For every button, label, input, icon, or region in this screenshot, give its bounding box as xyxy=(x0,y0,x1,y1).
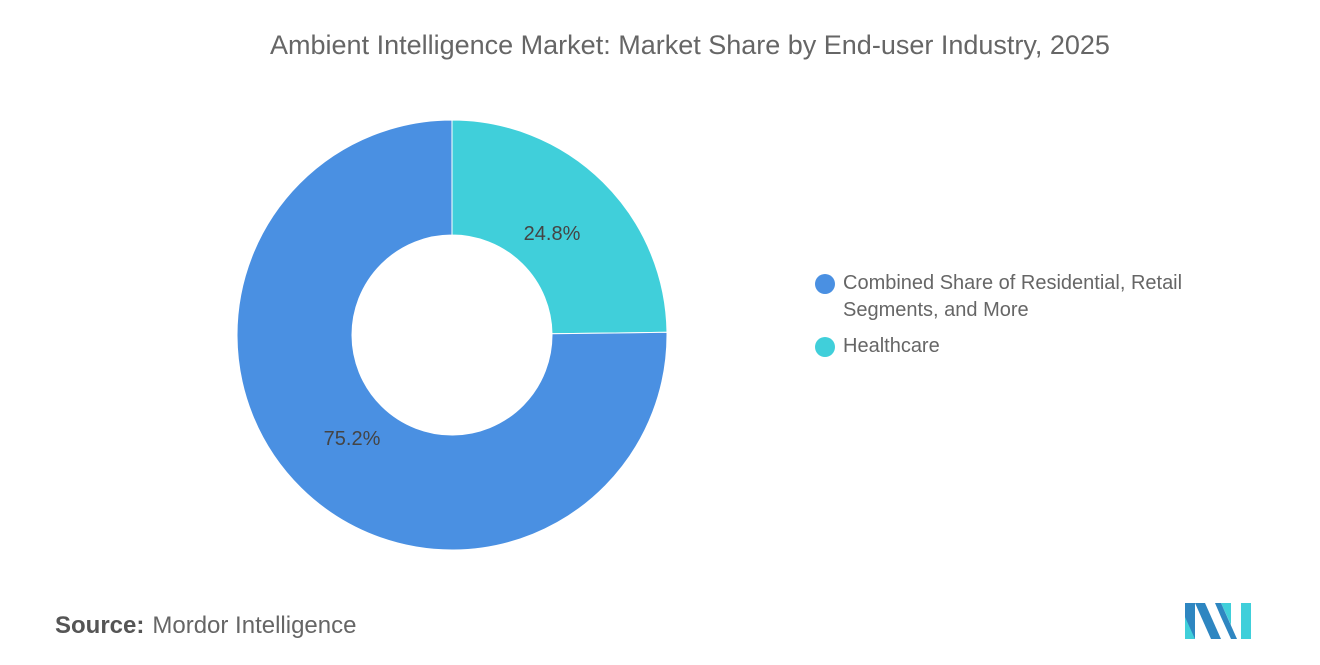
source-label: Source: xyxy=(55,612,145,639)
data-label: 24.8% xyxy=(524,223,581,245)
legend-swatch xyxy=(815,274,835,294)
source-note: Source: Mordor Intelligence xyxy=(55,612,356,640)
chart-title: Ambient Intelligence Market: Market Shar… xyxy=(270,30,1110,60)
source-value: Mordor Intelligence xyxy=(152,612,357,639)
donut-slice-0 xyxy=(451,119,668,335)
legend-label: Healthcare xyxy=(843,335,940,357)
donut-slice-1 xyxy=(236,119,668,551)
legend-swatch xyxy=(815,337,835,357)
legend-label: Combined Share of Residential, Retail Se… xyxy=(843,272,1183,321)
mordor-logo-icon xyxy=(1185,603,1251,639)
data-label: 75.2% xyxy=(324,428,381,450)
